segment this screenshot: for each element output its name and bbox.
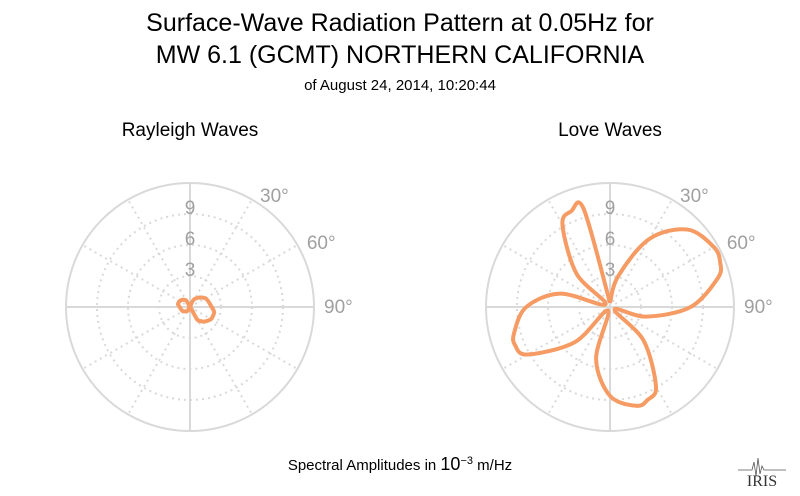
rayleigh-radial-label-3: 3 xyxy=(185,260,196,281)
love-radial-label-6: 6 xyxy=(605,229,616,250)
rayleigh-spoke-120 xyxy=(189,306,298,370)
rayleigh-radial-label-6: 6 xyxy=(185,229,196,250)
love-plot-title: Love Waves xyxy=(558,120,662,141)
rayleigh-spoke-330 xyxy=(127,199,191,308)
rayleigh-spoke-30 xyxy=(189,199,253,308)
love-spoke-240 xyxy=(502,306,611,370)
rayleigh-spoke-240 xyxy=(82,306,191,370)
rayleigh-polar-plot: 3 6 9 30° 60° 90° xyxy=(65,182,353,432)
love-spoke-150 xyxy=(609,306,673,415)
chart-title-line2: MW 6.1 (GCMT) NORTHERN CALIFORNIA xyxy=(155,41,645,69)
chart-title-line1: Surface-Wave Radiation Pattern at 0.05Hz… xyxy=(146,9,654,37)
love-radial-label-3: 3 xyxy=(605,260,616,281)
rayleigh-spoke-60 xyxy=(189,244,298,308)
love-spoke-60 xyxy=(609,244,718,308)
rayleigh-angle-label-60: 60° xyxy=(307,233,336,254)
iris-logo: IRIS xyxy=(732,456,792,490)
rayleigh-spoke-150 xyxy=(189,306,253,415)
rayleigh-angle-label-30: 30° xyxy=(260,186,289,207)
love-pattern-series-0 xyxy=(511,200,724,408)
love-angle-label-60: 60° xyxy=(727,233,756,254)
love-spoke-300 xyxy=(502,244,611,308)
footer-base: 10 xyxy=(440,454,461,474)
rayleigh-radial-label-9: 9 xyxy=(185,198,196,219)
rayleigh-angle-label-90: 90° xyxy=(324,297,353,318)
love-angle-label-30: 30° xyxy=(680,186,709,207)
love-spoke-330 xyxy=(547,199,611,308)
rayleigh-spoke-210 xyxy=(127,306,191,415)
svg-text:IRIS: IRIS xyxy=(747,473,777,488)
love-spoke-120 xyxy=(609,306,718,370)
footer-exponent: −3 xyxy=(460,455,473,467)
rayleigh-pattern-series-0 xyxy=(175,295,217,324)
love-angle-label-90: 90° xyxy=(744,297,773,318)
chart-subtitle-date: of August 24, 2014, 10:20:44 xyxy=(304,77,496,94)
footer-unit: m/Hz xyxy=(472,457,513,474)
chart-footer-units: Spectral Amplitudes in 10−3 m/Hz xyxy=(0,454,800,475)
rayleigh-spoke-300 xyxy=(82,244,191,308)
love-radial-label-9: 9 xyxy=(605,198,616,219)
love-spoke-210 xyxy=(547,306,611,415)
rayleigh-plot-title: Rayleigh Waves xyxy=(121,120,259,141)
footer-prefix: Spectral Amplitudes in xyxy=(287,457,441,474)
love-spoke-30 xyxy=(609,199,673,308)
love-polar-plot: 3 6 9 30° 60° 90° xyxy=(485,182,773,432)
